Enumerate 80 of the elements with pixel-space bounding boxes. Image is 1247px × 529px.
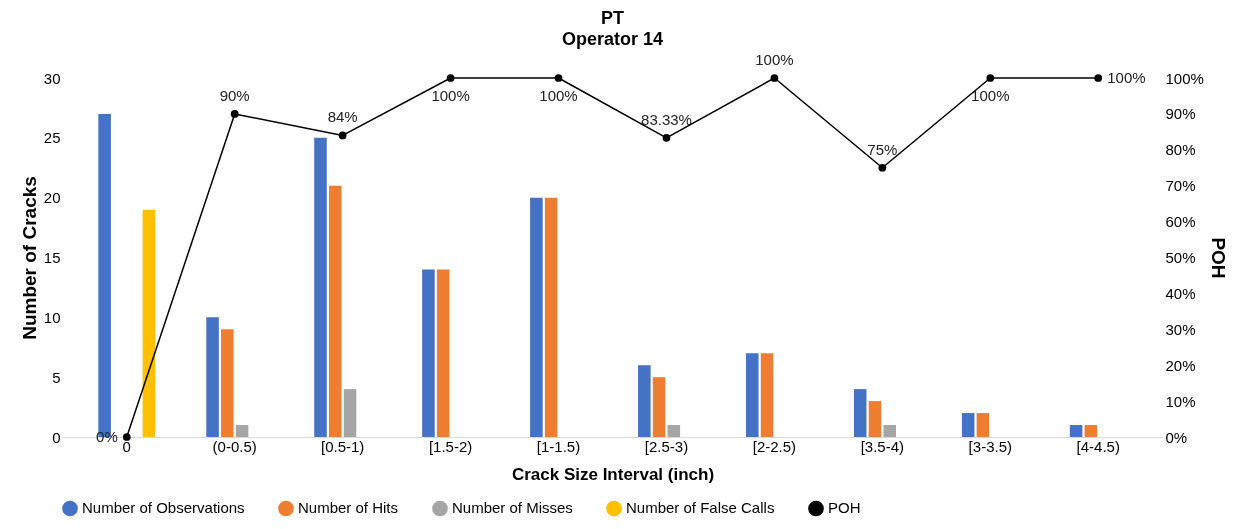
- y2-tick-label: 70%: [1165, 177, 1196, 195]
- legend-label: Number of Misses: [452, 499, 573, 517]
- y2-axis-title: POH: [1207, 237, 1229, 279]
- point: [446, 74, 455, 82]
- data-label: 100%: [539, 87, 578, 104]
- y2-tick-label: 30%: [1165, 320, 1196, 338]
- point: [1094, 74, 1103, 82]
- legend-label: Number of Observations: [82, 499, 245, 517]
- chart-subtitle: Operator 14: [561, 29, 664, 49]
- bar: [314, 137, 327, 437]
- data-label: 100%: [1107, 69, 1146, 86]
- x-tick-label: [1.5-2): [428, 437, 473, 455]
- bar: [667, 425, 681, 437]
- bar: [868, 401, 882, 437]
- y-tick-label: 25: [43, 129, 61, 147]
- bar: [235, 425, 249, 437]
- data-label: 90%: [219, 86, 250, 104]
- y-axis-title: Number of Cracks: [18, 176, 40, 340]
- data-label: 84%: [327, 108, 358, 126]
- point: [338, 131, 347, 140]
- legend-label: POH: [828, 499, 861, 517]
- chart-title: PT: [600, 8, 625, 28]
- data-label: 100%: [755, 51, 794, 68]
- bar: [530, 197, 543, 437]
- bar: [544, 197, 558, 437]
- x-tick-label: [2.5-3): [644, 437, 689, 455]
- bar: [1084, 425, 1098, 437]
- bar: [221, 329, 234, 437]
- point: [230, 110, 239, 118]
- legend-label: Number of False Calls: [626, 499, 775, 517]
- point: [662, 133, 671, 142]
- bar: [652, 377, 666, 437]
- point: [770, 74, 779, 82]
- bar: [853, 389, 867, 437]
- x-tick-label: [1-1.5): [536, 437, 581, 455]
- x-axis-title: Crack Size Interval (inch): [511, 464, 715, 484]
- bar: [436, 269, 450, 437]
- x-tick-label: [0.5-1): [320, 437, 365, 455]
- bar: [142, 209, 156, 437]
- y-tick-label: 15: [43, 249, 61, 266]
- data-label: 75%: [867, 140, 898, 158]
- bar: [343, 389, 357, 437]
- bar: [961, 413, 975, 437]
- x-tick-label: (0-0.5): [212, 437, 257, 455]
- bar: [422, 269, 435, 437]
- x-tick-label: [3-3.5): [968, 437, 1012, 455]
- y-tick-label: 30: [43, 69, 61, 87]
- point: [122, 433, 131, 441]
- bar: [638, 365, 651, 437]
- x-tick-label: 0: [122, 437, 131, 455]
- y2-tick-label: 40%: [1165, 284, 1196, 302]
- data-label: 100%: [971, 87, 1010, 104]
- x-tick-label: [3.5-4): [860, 437, 905, 455]
- y2-tick-label: 90%: [1165, 105, 1196, 123]
- y2-tick-label: 10%: [1165, 392, 1196, 410]
- bar: [328, 185, 342, 437]
- bar: [1069, 425, 1083, 437]
- y2-tick-label: 20%: [1165, 356, 1196, 374]
- bar: [976, 413, 990, 437]
- bar: [206, 317, 219, 437]
- y2-tick-label: 80%: [1165, 141, 1196, 159]
- data-label: 0%: [96, 428, 118, 445]
- legend-label: Number of Hits: [298, 499, 399, 517]
- y2-tick-label: 60%: [1165, 213, 1196, 231]
- x-tick-label: [2-2.5): [752, 437, 797, 455]
- y2-tick-label: 50%: [1165, 249, 1196, 266]
- point: [986, 74, 995, 82]
- data-label: 100%: [431, 87, 470, 104]
- bar: [746, 353, 759, 437]
- point: [878, 163, 887, 172]
- data-label: 83.33%: [641, 110, 692, 128]
- y-tick-label: 5: [52, 368, 61, 386]
- y-tick-label: 10: [43, 308, 61, 326]
- bar: [883, 425, 897, 437]
- x-tick-label: [4-4.5): [1076, 437, 1120, 455]
- y-tick-label: 20: [43, 189, 61, 207]
- point: [554, 74, 563, 82]
- bar: [760, 353, 774, 437]
- y2-tick-label: 0%: [1165, 428, 1188, 446]
- y2-tick-label: 100%: [1165, 69, 1204, 87]
